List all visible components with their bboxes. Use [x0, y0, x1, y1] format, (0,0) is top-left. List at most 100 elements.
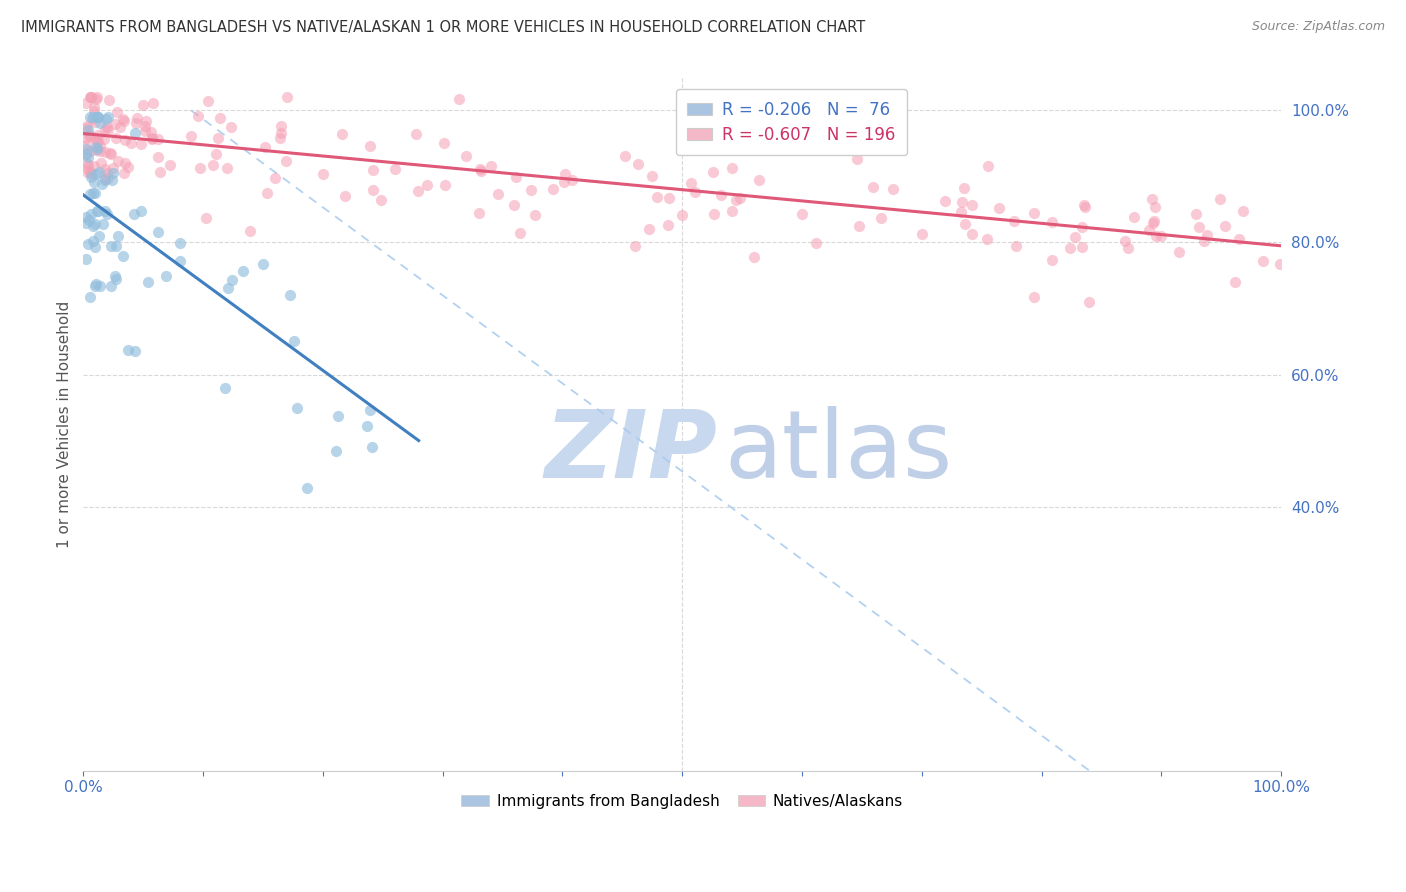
Point — [77, 213, 100, 227]
Point — [253, 140, 276, 154]
Point — [79, 290, 101, 304]
Point — [124, 207, 146, 221]
Text: atlas: atlas — [724, 406, 952, 498]
Point — [100, 239, 122, 253]
Point — [405, 127, 427, 141]
Point — [124, 344, 146, 359]
Point — [1232, 204, 1254, 219]
Point — [1073, 198, 1095, 212]
Point — [159, 157, 181, 171]
Point — [554, 167, 576, 181]
Point — [949, 204, 972, 219]
Point — [94, 145, 117, 159]
Point — [505, 170, 527, 185]
Point — [845, 152, 868, 166]
Point — [683, 186, 706, 200]
Point — [1213, 219, 1236, 234]
Point — [454, 148, 477, 162]
Point — [79, 110, 101, 124]
Point — [197, 95, 219, 109]
Point — [80, 90, 103, 104]
Point — [278, 288, 301, 302]
Point — [1142, 214, 1164, 228]
Point — [79, 165, 101, 179]
Point — [98, 146, 121, 161]
Point — [135, 114, 157, 128]
Point — [89, 144, 111, 158]
Point — [94, 121, 117, 136]
Point — [742, 250, 765, 264]
Point — [953, 180, 976, 194]
Point — [232, 263, 254, 277]
Point — [1002, 214, 1025, 228]
Point — [1040, 253, 1063, 268]
Point — [953, 218, 976, 232]
Point — [703, 207, 725, 221]
Point — [214, 381, 236, 395]
Point — [112, 166, 135, 180]
Point — [94, 172, 117, 186]
Point — [83, 217, 105, 231]
Point — [83, 132, 105, 146]
Point — [1040, 215, 1063, 229]
Point — [1063, 230, 1085, 244]
Point — [75, 137, 97, 152]
Point — [1143, 201, 1166, 215]
Point — [434, 178, 457, 192]
Point — [977, 159, 1000, 173]
Point — [155, 268, 177, 283]
Point — [83, 175, 105, 189]
Point — [75, 120, 97, 135]
Point — [96, 166, 118, 180]
Point — [330, 127, 353, 141]
Point — [111, 112, 134, 127]
Point — [169, 235, 191, 250]
Point — [274, 153, 297, 168]
Point — [87, 110, 110, 124]
Point — [120, 136, 142, 151]
Point — [107, 228, 129, 243]
Point — [623, 238, 645, 252]
Point — [201, 158, 224, 172]
Point — [79, 187, 101, 202]
Point — [111, 249, 134, 263]
Point — [76, 119, 98, 133]
Point — [848, 219, 870, 233]
Point — [82, 219, 104, 233]
Point — [270, 120, 292, 134]
Point — [76, 156, 98, 170]
Point — [84, 167, 107, 181]
Point — [1074, 200, 1097, 214]
Point — [1144, 229, 1167, 244]
Point — [882, 182, 904, 196]
Point — [83, 240, 105, 254]
Point — [90, 156, 112, 170]
Point — [730, 191, 752, 205]
Point — [269, 130, 291, 145]
Point — [361, 183, 384, 197]
Point — [97, 94, 120, 108]
Point — [76, 165, 98, 179]
Point — [468, 206, 491, 220]
Text: IMMIGRANTS FROM BANGLADESH VS NATIVE/ALASKAN 1 OR MORE VEHICLES IN HOUSEHOLD COR: IMMIGRANTS FROM BANGLADESH VS NATIVE/ALA… — [21, 20, 865, 35]
Point — [503, 198, 526, 212]
Point — [77, 158, 100, 172]
Point — [79, 145, 101, 159]
Point — [1253, 254, 1275, 268]
Point — [328, 409, 350, 424]
Point — [325, 444, 347, 458]
Point — [416, 178, 439, 192]
Point — [75, 147, 97, 161]
Point — [710, 188, 733, 202]
Point — [657, 218, 679, 232]
Point — [976, 232, 998, 246]
Point — [108, 120, 131, 134]
Point — [87, 134, 110, 148]
Point — [1137, 223, 1160, 237]
Point — [79, 207, 101, 221]
Point — [89, 139, 111, 153]
Point — [543, 182, 565, 196]
Point — [468, 161, 491, 176]
Point — [75, 95, 97, 110]
Point — [748, 173, 770, 187]
